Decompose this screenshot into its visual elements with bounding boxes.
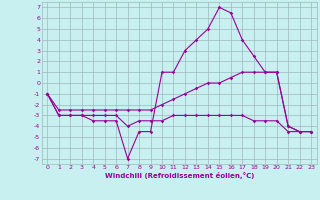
X-axis label: Windchill (Refroidissement éolien,°C): Windchill (Refroidissement éolien,°C) — [105, 172, 254, 179]
